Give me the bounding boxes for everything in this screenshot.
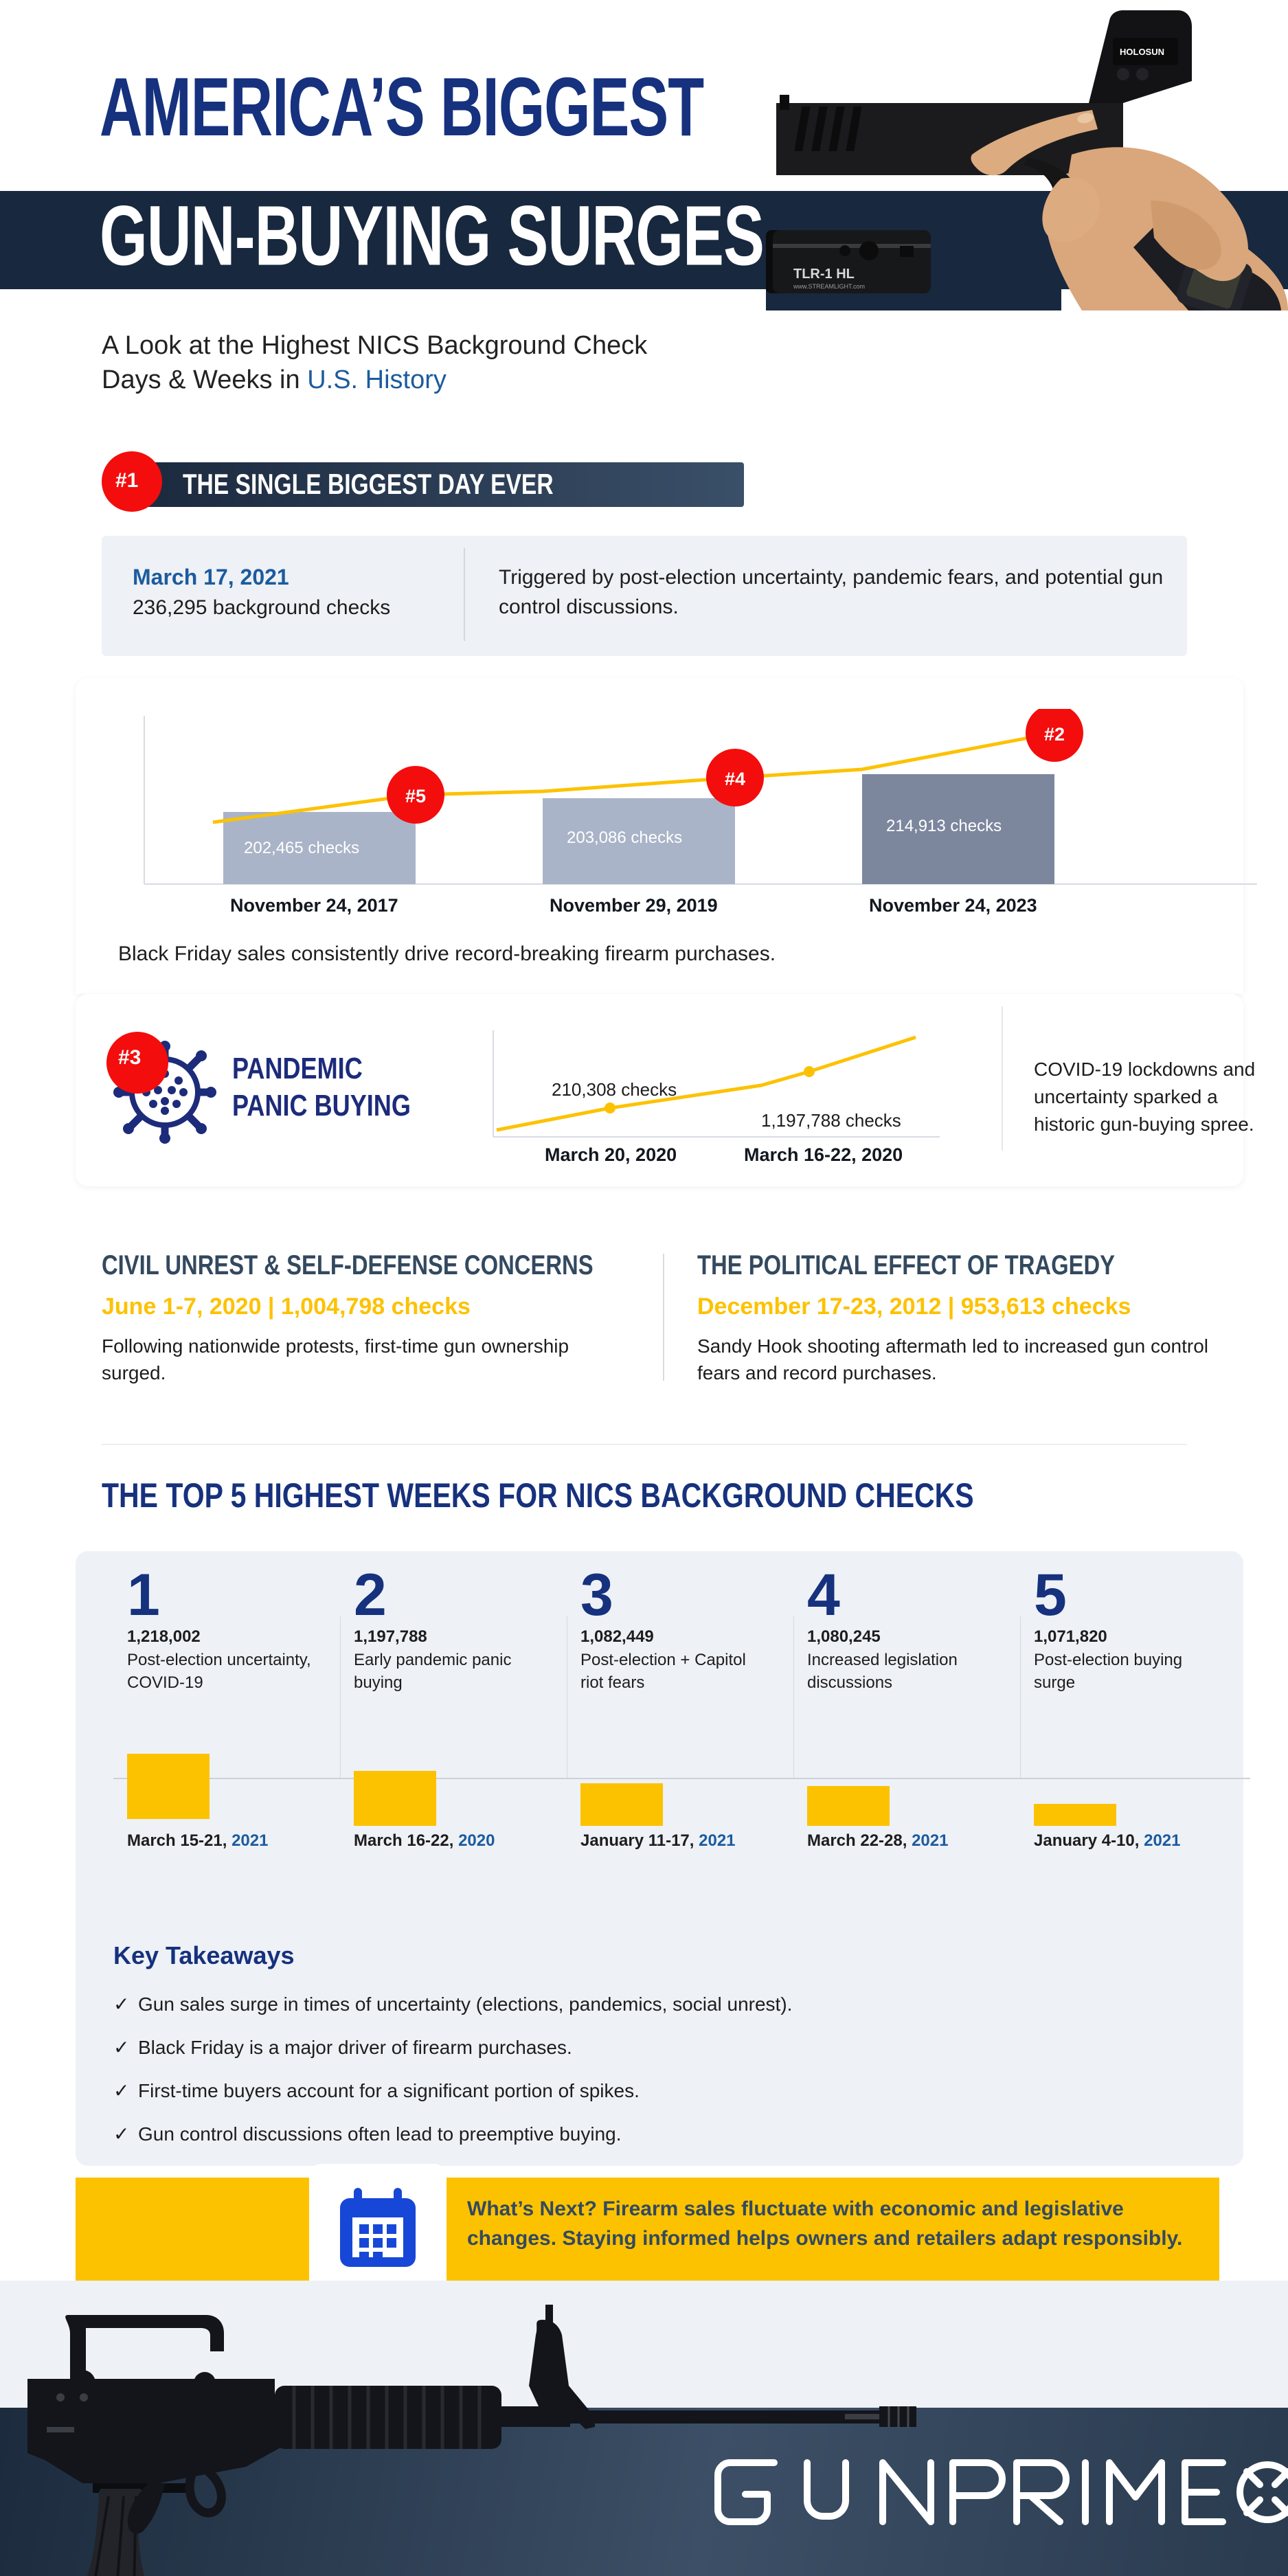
svg-text:HOLOSUN: HOLOSUN — [1120, 47, 1164, 57]
svg-text:March 20, 2020: March 20, 2020 — [545, 1144, 677, 1164]
svg-text:202,465 checks: 202,465 checks — [244, 839, 359, 857]
svg-text:#5: #5 — [405, 786, 426, 806]
svg-text:November 29, 2019: November 29, 2019 — [550, 895, 718, 915]
svg-text:203,086 checks: 203,086 checks — [567, 828, 682, 847]
svg-text:November 24, 2017: November 24, 2017 — [230, 895, 398, 915]
svg-text:1,197,788 checks: 1,197,788 checks — [761, 1110, 901, 1131]
svg-text:www.STREAMLIGHT.com: www.STREAMLIGHT.com — [793, 283, 865, 290]
svg-text:November 24, 2023: November 24, 2023 — [869, 895, 1037, 915]
svg-text:TLR-1 HL: TLR-1 HL — [793, 267, 855, 282]
svg-text:#2: #2 — [1044, 724, 1065, 745]
svg-text:214,913 checks: 214,913 checks — [886, 817, 1002, 835]
svg-text:March 16-22, 2020: March 16-22, 2020 — [744, 1144, 903, 1164]
svg-text:210,308 checks: 210,308 checks — [552, 1079, 677, 1100]
svg-text:#4: #4 — [725, 769, 745, 789]
